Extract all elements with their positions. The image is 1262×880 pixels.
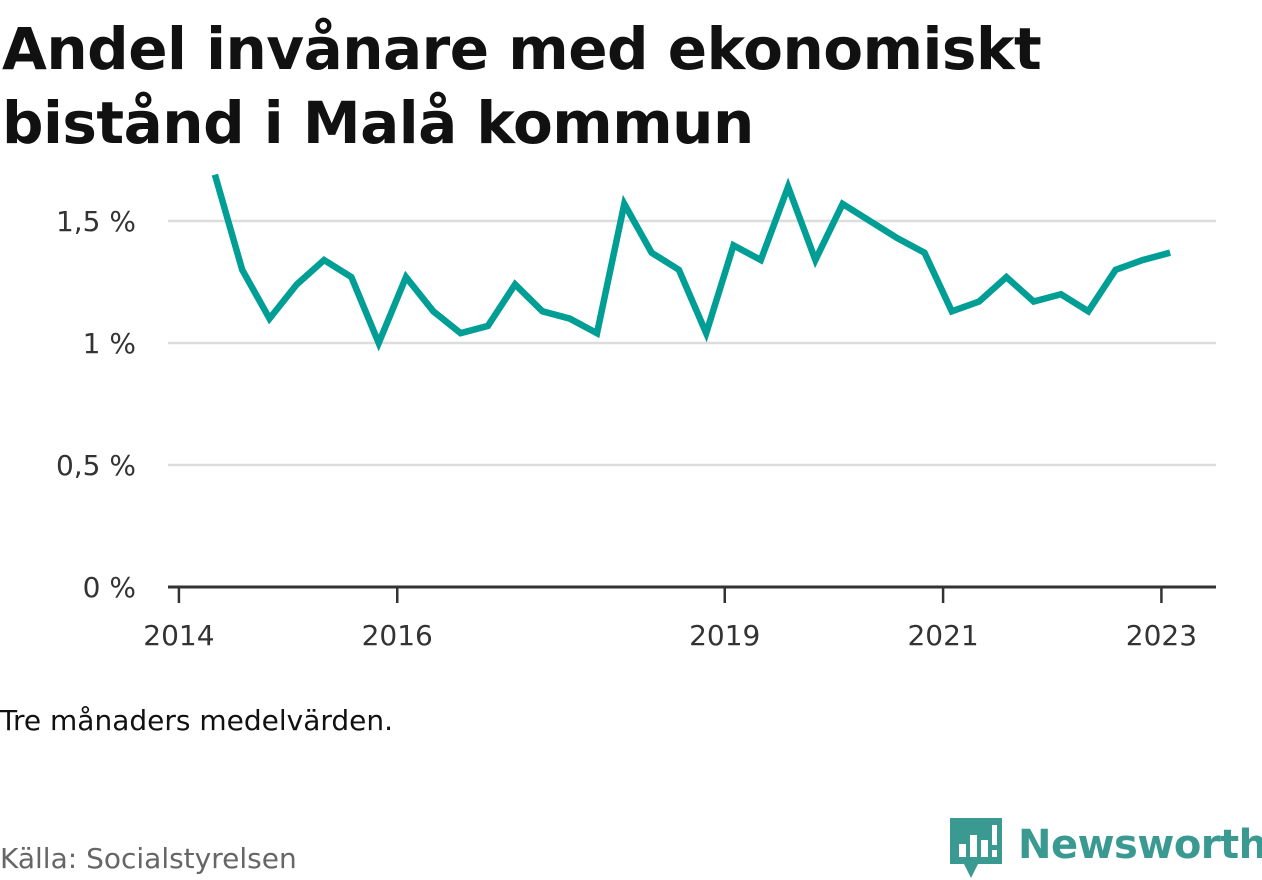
newsworthy-logo: Newsworthy — [950, 818, 1262, 880]
y-tick-label: 1,5 % — [56, 205, 136, 238]
y-tick-label: 0,5 % — [56, 449, 136, 482]
y-tick-label: 1 % — [83, 327, 136, 360]
series-line — [211, 173, 1171, 352]
y-tick-label: 0 % — [83, 571, 136, 604]
y-axis-tick-labels: 0 % 0,5 % 1 % 1,5 % — [56, 205, 136, 604]
logo-text: Newsworthy — [1018, 822, 1262, 868]
x-tick-label: 2014 — [143, 619, 214, 652]
x-tick-label: 2023 — [1126, 619, 1197, 652]
x-axis-ticks: 2014 2016 2019 2021 2023 — [143, 587, 1197, 652]
x-tick-label: 2016 — [362, 619, 433, 652]
source-credit: Källa: Socialstyrelsen — [0, 842, 297, 875]
x-tick-label: 2019 — [689, 619, 760, 652]
gridlines — [168, 219, 1216, 467]
chart-title: Andel invånare med ekonomiskt bistånd i … — [2, 15, 1042, 157]
chart-note: Tre månaders medelvärden. — [0, 704, 394, 737]
x-tick-label: 2021 — [907, 619, 978, 652]
newsworthy-logo-icon — [950, 818, 1002, 878]
